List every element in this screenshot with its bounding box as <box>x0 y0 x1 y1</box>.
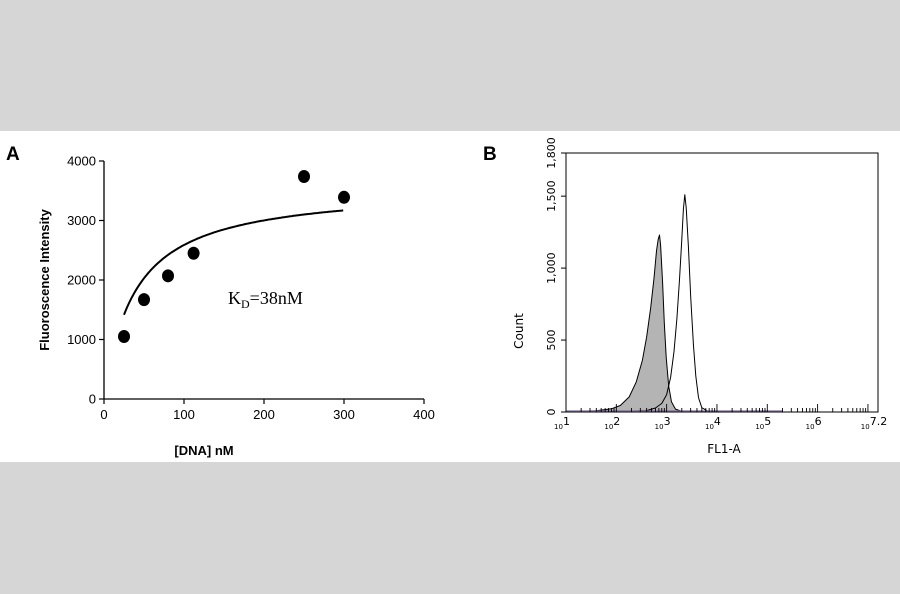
panel-a-ticks: 0 1000 2000 3000 4000 0 100 200 300 400 <box>67 154 435 423</box>
panel-b-x-tick-label: 101 <box>554 415 570 431</box>
tick-exponent: 4 <box>714 415 721 428</box>
panel-b-x-label: FL1-A <box>707 442 741 456</box>
panel-a-x-tick-label: 400 <box>413 407 435 422</box>
panel-a-data-point <box>118 330 130 344</box>
panel-b-plot-frame <box>565 152 879 413</box>
tick-exponent: 1 <box>563 415 570 428</box>
tick-base: 10 <box>755 423 764 431</box>
panel-b-x-tick-label: 106 <box>806 415 822 431</box>
tick-base: 10 <box>705 423 714 431</box>
kd-rest: =38nM <box>250 288 303 308</box>
panel-b-control-histogram <box>565 234 683 413</box>
panel-b-x-tick-label: 103 <box>655 415 671 431</box>
panel-b-y-tick-label: 1,500 <box>545 180 558 212</box>
panel-a-x-tick-label: 300 <box>333 407 355 422</box>
panel-b-x-tick-label: 105 <box>755 415 771 431</box>
panel-a-kd-annotation: KD=38nM <box>228 288 303 311</box>
kd-main: K <box>228 288 241 308</box>
tick-exponent: 7.2 <box>870 415 888 428</box>
panel-b-x-tick-label: 104 <box>705 415 721 431</box>
kd-subscript: D <box>241 297 250 311</box>
panel-b-x-tick-label: 102 <box>604 415 620 431</box>
panel-b-ticks: 101 102 103 104 105 106 107.205001,0001,5001,8… <box>545 137 887 431</box>
tick-exponent: 6 <box>815 415 822 428</box>
panel-b-y-tick-label: 500 <box>545 330 558 351</box>
panel-a-points <box>118 169 350 344</box>
panel-a-y-label: Fluoroscence Intensity <box>37 208 52 350</box>
tick-base: 10 <box>554 423 563 431</box>
panel-b-y-tick-label: 0 <box>545 409 558 416</box>
tick-base: 10 <box>655 423 664 431</box>
tick-exponent: 2 <box>613 415 620 428</box>
panel-a-fit-curve <box>123 209 344 316</box>
panel-a-x-tick-label: 200 <box>253 407 275 422</box>
panel-b-y-tick-label: 1,800 <box>545 137 558 169</box>
panel-a-data-point <box>162 269 174 283</box>
panel-a-data-point <box>298 169 310 183</box>
tick-base: 10 <box>806 423 815 431</box>
panel-a-y-tick-label: 4000 <box>67 154 96 169</box>
panel-a-x-tick-label: 100 <box>173 407 195 422</box>
panel-b-histograms <box>565 194 716 413</box>
panel-a-y-tick-label: 1000 <box>67 332 96 347</box>
panel-a-y-tick-label: 3000 <box>67 213 96 228</box>
panel-b-y-label: Count <box>512 313 526 349</box>
tick-base: 10 <box>604 423 613 431</box>
panel-a-x-label: [DNA] nM <box>174 443 233 458</box>
tick-base: 10 <box>861 423 870 431</box>
panel-b-x-tick-label: 107.2 <box>861 415 887 431</box>
tick-exponent: 5 <box>764 415 771 428</box>
panel-b-y-tick-label: 1,000 <box>545 252 558 284</box>
panel-a-x-tick-label: 0 <box>100 407 107 422</box>
figure-panel: A 0 1000 2000 3000 4000 0 100 200 300 400 [DNA] n… <box>0 131 900 462</box>
panel-a-y-tick-label: 0 <box>89 392 96 407</box>
panel-b: B 101 102 103 104 105 106 107.205001,0001,5001… <box>483 137 887 456</box>
panel-a-letter: A <box>6 144 20 165</box>
panel-a-data-point <box>338 190 350 204</box>
panel-a-data-point <box>138 293 150 307</box>
panel-a: A 0 1000 2000 3000 4000 0 100 200 300 400 [DNA] n… <box>6 144 435 458</box>
panel-b-letter: B <box>483 144 497 165</box>
tick-exponent: 3 <box>664 415 671 428</box>
panel-a-data-point <box>187 246 200 260</box>
panel-a-y-tick-label: 2000 <box>67 273 96 288</box>
